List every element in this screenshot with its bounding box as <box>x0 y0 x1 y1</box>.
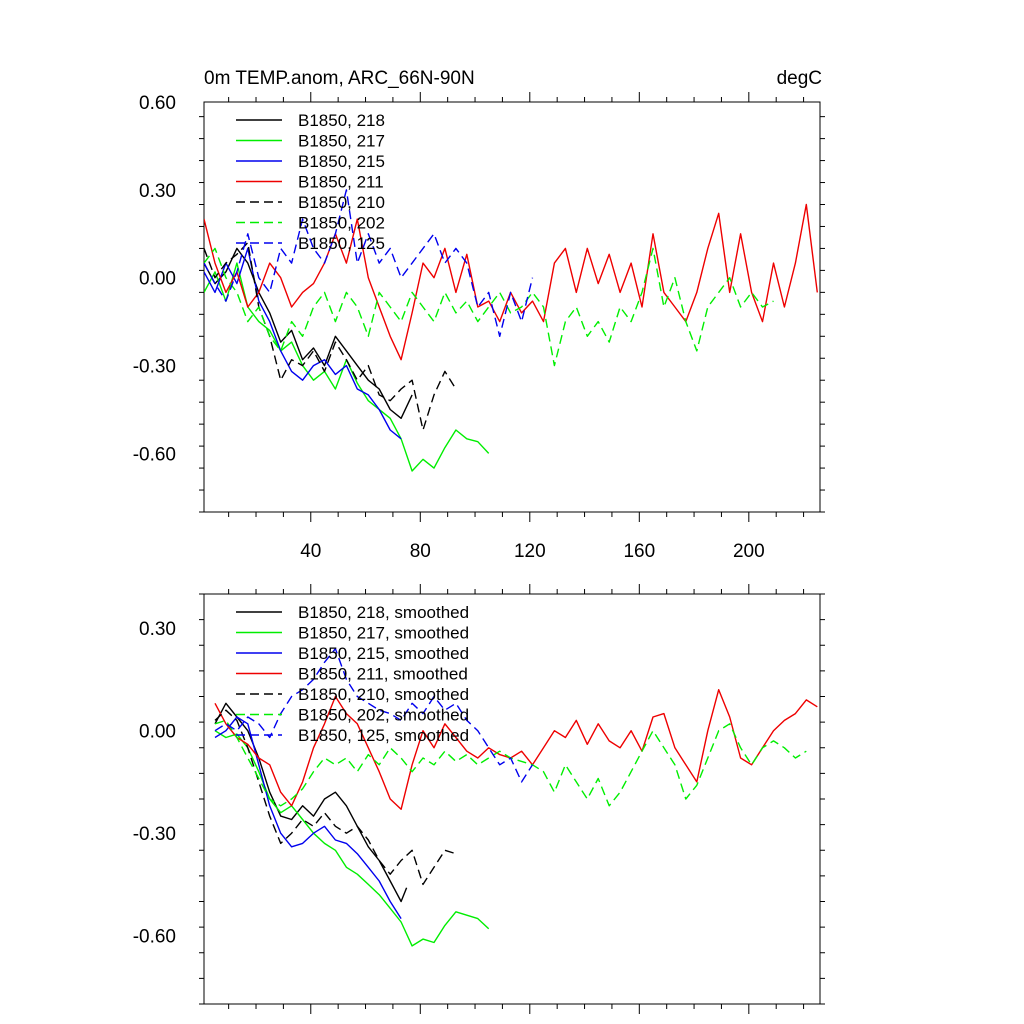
bottom-panel: 0.30 0.00 -0.30 -0.60 B1850, 218, smoothed B1… <box>133 584 825 1014</box>
top-series-line-6 <box>204 189 534 337</box>
top-series-line-3 <box>204 203 818 361</box>
bottom-legend-label: B1850, 211, smoothed <box>298 665 468 684</box>
top-legend-label: B1850, 125 <box>298 234 385 253</box>
top-y-tick-label: -0.30 <box>133 357 176 378</box>
top-legend-label: B1850, 210 <box>298 193 385 212</box>
top-legend-label: B1850, 202 <box>298 214 385 233</box>
top-y-tick-label: 0.00 <box>139 269 176 290</box>
top-series-line-5 <box>204 247 774 367</box>
bottom-series-line-3 <box>214 689 818 810</box>
bottom-y-tick-label: 0.30 <box>139 619 176 640</box>
top-x-tick-label: 80 <box>410 541 431 562</box>
bottom-plot-frame <box>203 593 821 1005</box>
bottom-legend-label: B1850, 210, smoothed <box>298 685 469 704</box>
top-series-line-4 <box>204 241 457 431</box>
top-legend-label: B1850, 211 <box>298 173 384 192</box>
bottom-series-line-4 <box>214 709 457 886</box>
top-y-tick-label: -0.60 <box>133 444 176 465</box>
top-panel-units: degC <box>777 68 822 89</box>
bottom-legend-label: B1850, 218, smoothed <box>298 603 469 622</box>
top-series-line-0 <box>204 247 413 419</box>
bottom-legend-label: B1850, 215, smoothed <box>298 644 469 663</box>
bottom-y-tick-label: -0.60 <box>133 927 176 948</box>
bottom-series-line-0 <box>214 702 408 903</box>
top-plot-frame <box>203 101 821 513</box>
bottom-series-line-1 <box>214 730 490 947</box>
bottom-y-tick-label: -0.30 <box>133 824 176 845</box>
top-legend-label: B1850, 215 <box>298 152 385 171</box>
top-panel: 0m TEMP.anom, ARC_66N-90N degC 0.60 0.30 0… <box>133 68 825 562</box>
top-x-tick-label: 40 <box>300 541 321 562</box>
top-x-tick-label: 120 <box>514 541 546 562</box>
top-x-tick-label: 200 <box>733 541 765 562</box>
top-y-tick-label: 0.30 <box>139 181 176 202</box>
top-panel-title: 0m TEMP.anom, ARC_66N-90N <box>204 68 475 89</box>
top-y-tick-label: 0.60 <box>139 93 176 114</box>
bottom-legend-label: B1850, 217, smoothed <box>298 624 469 643</box>
top-legend-label: B1850, 218 <box>298 111 385 130</box>
bottom-legend-label: B1850, 202, smoothed <box>298 706 469 725</box>
top-x-tick-label: 160 <box>623 541 655 562</box>
bottom-y-tick-label: 0.00 <box>139 722 176 743</box>
bottom-series-line-2 <box>214 716 402 919</box>
top-series-line-2 <box>204 247 402 440</box>
top-legend-label: B1850, 217 <box>298 132 385 151</box>
bottom-legend-label: B1850, 125, smoothed <box>298 726 469 745</box>
